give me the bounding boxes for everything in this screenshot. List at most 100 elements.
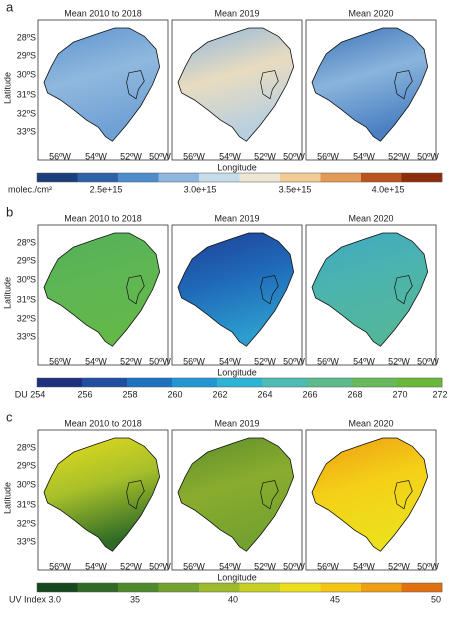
map-title: Mean 2020 [348,418,393,428]
lat-tick-label: 32ºS [17,108,36,118]
colorbar-frame [36,377,443,388]
panel-label: c [6,409,13,424]
lon-tick-label: 56ºW [49,151,71,161]
lagoon-outline [394,275,413,305]
colorbar-tick-label: 256 [77,389,92,399]
lat-tick-label: 30ºS [17,274,36,284]
lon-tick-label: 54ºW [219,356,241,366]
lagoon-outline [260,275,279,305]
colorbar-cell [217,378,240,387]
colorbar-cell [381,583,402,592]
state-outline [311,437,429,552]
colorbar-cell [57,583,78,592]
colorbar-cell [280,173,301,182]
map-title: Mean 2019 [214,8,259,18]
lon-tick-label: 50ºW [283,561,305,571]
lon-tick-label: 50ºW [149,356,171,366]
lon-tick-label: 56ºW [317,151,339,161]
colorbar-cell [352,378,375,387]
colorbar-cell [419,378,443,387]
colorbar-tick-label: 264 [257,389,272,399]
colorbar-tick-label: 270 [392,389,407,399]
state-outline [177,437,295,552]
colorbar-cell [340,173,362,182]
lon-tick-label: 50ºW [417,151,439,161]
colorbar-cell [262,378,285,387]
y-axis-label: Latitude [2,277,12,309]
colorbar-cell [178,173,200,182]
colorbar-tick-label: 3.5e+15 [279,184,312,194]
colorbar-cell [57,173,78,182]
y-axis-label: Latitude [2,482,12,514]
colorbar-cell [127,378,150,387]
colorbar-tick-label: 35 [130,594,140,604]
lon-tick-label: 50ºW [283,151,305,161]
colorbar-cell [320,173,342,182]
colorbar-cell [199,583,220,592]
colorbar-cell [199,173,220,182]
lat-tick-label: 29ºS [17,255,36,265]
colorbar-cell [340,583,362,592]
colorbar-frame [36,172,443,183]
state-outline [43,437,161,552]
map-title: Mean 2020 [348,213,393,223]
state-outline [177,27,295,142]
lat-tick-label: 33ºS [17,536,36,546]
colorbar-cell [219,173,240,182]
colorbar-unit: UV Index 3.0 [9,594,61,604]
colorbar-cell [104,378,128,387]
colorbar-cell [361,173,382,182]
lon-tick-label: 54ºW [219,151,241,161]
lon-tick-label: 52ºW [388,151,410,161]
colorbar-cell [374,378,398,387]
lat-tick-label: 31ºS [17,499,36,509]
colorbar-cell [300,173,321,182]
colorbar-cell [259,173,281,182]
colorbar-cell [280,583,301,592]
colorbar-unit: molec./cm² [8,184,52,194]
lon-tick-label: 50ºW [283,356,305,366]
lat-tick-label: 30ºS [17,479,36,489]
lat-tick-label: 29ºS [17,50,36,60]
lon-tick-label: 56ºW [49,356,71,366]
colorbar-cell [401,173,423,182]
colorbar-cell [158,583,180,592]
colorbar-cell [97,583,119,592]
lon-tick-label: 52ºW [120,151,142,161]
colorbar-tick-label: 258 [122,389,137,399]
lon-tick-label: 54ºW [85,561,107,571]
lat-tick-label: 32ºS [17,518,36,528]
colorbar-cell [59,378,83,387]
colorbar-cell [401,583,423,592]
lagoon-outline [260,480,279,510]
lagoon-outline [260,70,279,100]
colorbar-cell [239,583,261,592]
colorbar-cell [77,173,99,182]
colorbar-cell [361,583,382,592]
lon-tick-label: 50ºW [149,151,171,161]
colorbar-cell [77,583,99,592]
colorbar-cell [118,583,139,592]
colorbar-cell [320,583,342,592]
map-title: Mean 2019 [214,418,259,428]
panel-label: b [6,204,13,219]
lon-tick-label: 50ºW [417,356,439,366]
panel-label: a [6,0,14,14]
lon-tick-label: 56ºW [317,561,339,571]
colorbar-cell [149,378,173,387]
colorbar-cell [82,378,105,387]
colorbar-tick-label: 260 [167,389,182,399]
lon-tick-label: 52ºW [388,356,410,366]
lon-tick-label: 54ºW [85,356,107,366]
colorbar-cell [138,583,159,592]
lat-tick-label: 31ºS [17,294,36,304]
colorbar-cell [219,583,240,592]
state-outline [311,232,429,347]
colorbar-cell [37,378,60,387]
lagoon-outline [394,480,413,510]
lat-tick-label: 33ºS [17,331,36,341]
colorbar-tick-label: 45 [330,594,340,604]
lon-tick-label: 52ºW [254,151,276,161]
lon-tick-label: 52ºW [120,356,142,366]
